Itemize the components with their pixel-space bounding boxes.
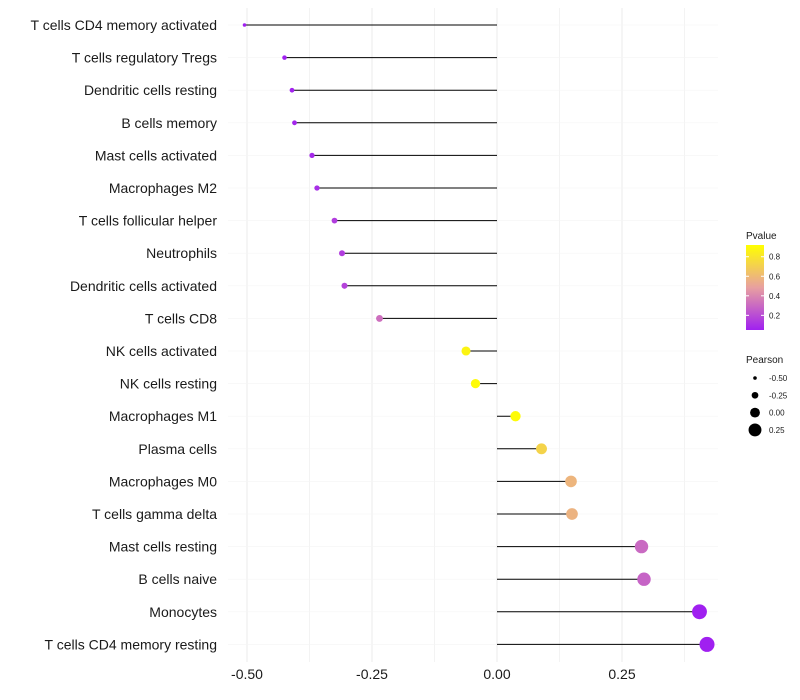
size-legend-label: -0.50: [769, 374, 788, 383]
color-legend-title: Pvalue: [746, 231, 777, 242]
lollipop-point: [461, 346, 471, 356]
category-label: Neutrophils: [146, 245, 217, 261]
category-label: Plasma cells: [138, 441, 217, 457]
points: [242, 23, 715, 652]
grid: [228, 8, 718, 662]
lollipop-point: [341, 282, 348, 289]
lollipop-point: [314, 185, 320, 191]
size-legend-title: Pearson: [746, 355, 783, 366]
category-label: Macrophages M0: [109, 473, 217, 489]
category-label: T cells gamma delta: [92, 506, 217, 522]
lollipop-point: [699, 636, 715, 652]
lollipop-point: [309, 152, 315, 159]
category-label: Dendritic cells resting: [84, 82, 217, 98]
category-label: T cells follicular helper: [79, 213, 218, 229]
color-legend-label: 0.2: [769, 311, 781, 320]
lollipop-point: [692, 604, 707, 620]
lollipop-point: [634, 539, 649, 554]
category-label: T cells CD8: [145, 310, 217, 326]
lollipop-point: [331, 217, 338, 224]
lollipop-point: [289, 87, 295, 93]
category-label: NK cells activated: [106, 343, 217, 359]
size-legend: Pearson -0.50 -0.25 0.00 0.25: [746, 355, 788, 437]
category-label: Macrophages M2: [109, 180, 217, 196]
category-label: T cells regulatory Tregs: [72, 50, 217, 66]
lollipop-point: [282, 55, 287, 60]
stems: [244, 24, 707, 645]
size-legend-dot: [750, 407, 760, 418]
size-legend-label: -0.25: [769, 391, 788, 400]
lollipop-point: [566, 508, 578, 520]
category-label: T cells CD4 memory activated: [31, 17, 217, 33]
lollipop-point: [536, 443, 547, 455]
category-label: T cells CD4 memory resting: [45, 636, 217, 652]
x-axis-tick-labels: -0.50 -0.25 0.00 0.25: [231, 666, 636, 682]
lollipop-point: [242, 23, 247, 27]
x-tick-label: -0.50: [231, 666, 263, 682]
lollipop-point: [510, 411, 521, 422]
category-label: NK cells resting: [120, 376, 217, 392]
category-label: Monocytes: [149, 604, 217, 620]
category-label: Dendritic cells activated: [70, 278, 217, 294]
category-label: Mast cells activated: [95, 147, 217, 163]
size-legend-dot: [751, 391, 759, 399]
x-tick-label: 0.25: [608, 666, 635, 682]
color-legend-label: 0.6: [769, 272, 781, 281]
color-legend-bar: [746, 245, 764, 330]
category-label: Mast cells resting: [109, 539, 217, 555]
x-tick-label: 0.00: [483, 666, 510, 682]
lollipop-point: [565, 475, 577, 488]
category-labels: T cells CD4 memory activated T cells regu…: [31, 17, 218, 652]
size-legend-dot: [748, 423, 762, 437]
size-legend-dot: [753, 376, 757, 380]
lollipop-point: [339, 250, 345, 257]
lollipop-point: [637, 572, 651, 586]
size-legend-label: 0.00: [769, 409, 785, 418]
category-label: B cells memory: [121, 115, 217, 131]
size-legend-label: 0.25: [769, 426, 785, 435]
color-legend-label: 0.4: [769, 292, 781, 301]
x-tick-label: -0.25: [356, 666, 388, 682]
color-legend: Pvalue 0.2 0.4 0.6 0.8: [746, 231, 781, 330]
lollipop-point: [292, 120, 297, 126]
category-label: Macrophages M1: [109, 408, 217, 424]
category-label: B cells naive: [138, 571, 217, 587]
lollipop-point: [376, 314, 383, 322]
color-legend-label: 0.8: [769, 253, 781, 262]
lollipop-point: [470, 378, 481, 389]
